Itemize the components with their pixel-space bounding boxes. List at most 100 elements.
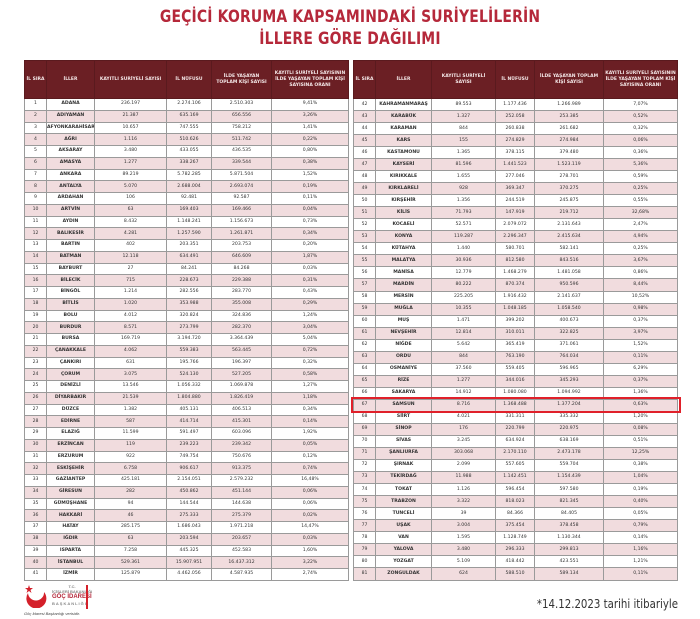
cell-oran: 10,52% [603, 290, 678, 304]
cell-toplam: 196.397 [211, 356, 272, 370]
cell-toplam: 2.693.074 [211, 180, 272, 193]
cell-il: İSTANBUL [46, 556, 95, 569]
cell-il: MANİSA [375, 266, 432, 280]
cell-nufus: 144.544 [166, 497, 212, 511]
cell-nufus: 450.862 [166, 485, 212, 499]
table-row: 1 ADANA 236.197 2.274.106 2.510.303 9,41% [24, 98, 349, 111]
cell-oran: 0,05% [603, 507, 678, 521]
cell-toplam: 638.169 [534, 434, 604, 448]
cell-sira: 15 [24, 262, 47, 276]
cell-oran: 1,36% [603, 386, 678, 400]
cell-nufus: 84.241 [166, 262, 212, 276]
cell-oran: 0,22% [271, 133, 349, 146]
cell-sira: 9 [24, 192, 47, 205]
cell-nufus: 559.405 [495, 362, 535, 376]
cell-nufus: 635.169 [166, 109, 212, 123]
cell-nufus: 275.333 [166, 509, 212, 522]
cell-oran: 1,52% [271, 168, 349, 182]
cell-nufus: 588.510 [495, 567, 535, 581]
table-row: 49 KIRKLARELİ 928 369.347 370.275 0,25% [353, 182, 678, 196]
cell-oran: 14,47% [271, 521, 349, 534]
page-title: GEÇİCİ KORUMA KAPSAMINDAKİ SURİYELİLERİN… [63, 6, 637, 50]
cell-il: SİVAS [375, 434, 432, 448]
cell-il: KONYA [375, 230, 432, 244]
cell-nufus: 510.626 [166, 133, 212, 146]
cell-sira: 70 [353, 434, 376, 448]
cell-nufus: 260.838 [495, 122, 535, 136]
cell-sira: 28 [24, 415, 47, 428]
cell-toplam: 379.480 [534, 146, 604, 160]
table-row: 73 TEKİRDAĞ 11.988 1.142.451 1.154.439 1,04% [353, 470, 678, 485]
table-row: 70 SİVAS 3.245 634.924 638.169 0,51% [353, 434, 678, 448]
cell-nufus: 414.714 [166, 415, 212, 428]
cell-sira: 23 [24, 356, 47, 370]
cell-il: ERZURUM [46, 450, 95, 464]
cell-nufus: 15.907.951 [166, 556, 212, 569]
cell-toplam: 559.704 [534, 458, 604, 472]
cell-il: KARABÜK [375, 110, 432, 124]
date-footnote: *14.12.2023 tarihi itibariyle [536, 597, 678, 611]
cell-sira: 69 [353, 422, 376, 436]
cell-kayitli: 6.758 [94, 462, 167, 475]
cell-kayitli: 30.936 [431, 254, 496, 268]
cell-nufus: 557.605 [495, 458, 535, 472]
table-row: 25 DENİZLİ 13.546 1.056.332 1.069.878 1,27% [24, 380, 349, 393]
cell-kayitli: 11.988 [431, 470, 496, 485]
cell-kayitli: 1.356 [431, 194, 496, 208]
cell-il: BALIKESİR [46, 227, 95, 240]
cell-toplam: 322.825 [534, 326, 604, 340]
cell-il: ŞIRNAK [375, 458, 432, 472]
cell-kayitli: 285.175 [94, 521, 167, 534]
cell-sira: 73 [353, 470, 376, 485]
table-row: 64 OSMANİYE 37.560 559.405 596.965 6,29% [353, 362, 678, 376]
cell-oran: 3,67% [603, 254, 678, 268]
cell-oran: 7,07% [603, 97, 678, 112]
cell-toplam: 1.069.878 [211, 380, 272, 393]
cell-sira: 63 [353, 350, 376, 364]
cell-oran: 0,36% [603, 146, 678, 160]
cell-oran: 0,08% [603, 422, 678, 436]
cell-nufus: 228.673 [166, 274, 212, 287]
cell-oran: 5,04% [271, 333, 349, 346]
cell-kayitli: 529.361 [94, 556, 167, 569]
table-row: 21 BURSA 169.719 3.194.720 3.364.439 5,04% [24, 333, 349, 346]
table-row: 75 TRABZON 3.322 818.023 821.345 0,40% [353, 495, 678, 509]
cell-sira: 48 [353, 170, 376, 184]
cell-kayitli: 13.546 [94, 380, 167, 393]
table-row: 46 KASTAMONU 1.365 378.115 379.480 0,36% [353, 146, 678, 160]
cell-il: MARDİN [375, 278, 432, 292]
table-row: 35 GÜMÜŞHANE 94 144.544 144.638 0,06% [24, 497, 349, 511]
cell-sira: 25 [24, 380, 47, 393]
cell-oran: 0,02% [271, 509, 349, 522]
logo-text: T.C. İÇİŞLERİ BAKANLIĞI GÖÇ İDARESİ BAŞK… [52, 584, 92, 606]
crescent-star-icon [25, 585, 47, 608]
cell-toplam: 84.405 [534, 507, 604, 521]
cell-oran: 0,14% [603, 531, 678, 545]
cell-kayitli: 1.277 [431, 374, 496, 388]
cell-oran: 2,74% [271, 568, 349, 581]
cell-toplam: 2.473.178 [534, 446, 604, 460]
cell-toplam: 299.813 [534, 543, 604, 557]
cell-toplam: 339.544 [211, 156, 272, 170]
table-row: 23 ÇANKIRI 631 195.766 196.397 0,32% [24, 356, 349, 370]
cell-kayitli: 169.719 [94, 333, 167, 346]
cell-kayitli: 81.596 [431, 158, 496, 172]
cell-il: BURSA [46, 333, 95, 346]
cell-sira: 31 [24, 450, 47, 464]
table-row: 48 KIRIKKALE 1.655 277.046 278.701 0,59% [353, 170, 678, 184]
cell-il: ŞANLIURFA [375, 446, 432, 460]
cell-sira: 35 [24, 497, 47, 511]
cell-nufus: 369.347 [495, 182, 535, 196]
cell-sira: 38 [24, 532, 47, 546]
cell-nufus: 1.257.590 [166, 227, 212, 240]
cell-toplam: 84.268 [211, 262, 272, 276]
cell-oran: 0,12% [271, 450, 349, 464]
cell-kayitli: 402 [94, 239, 167, 252]
cell-il: NEVŞEHİR [375, 326, 432, 340]
cell-toplam: 589.134 [534, 567, 604, 581]
cell-oran: 0,63% [603, 398, 678, 412]
cell-sira: 29 [24, 427, 47, 440]
cell-toplam: 750.676 [211, 450, 272, 464]
cell-oran: 8,44% [603, 278, 678, 292]
cell-toplam: 2.131.643 [534, 218, 604, 232]
